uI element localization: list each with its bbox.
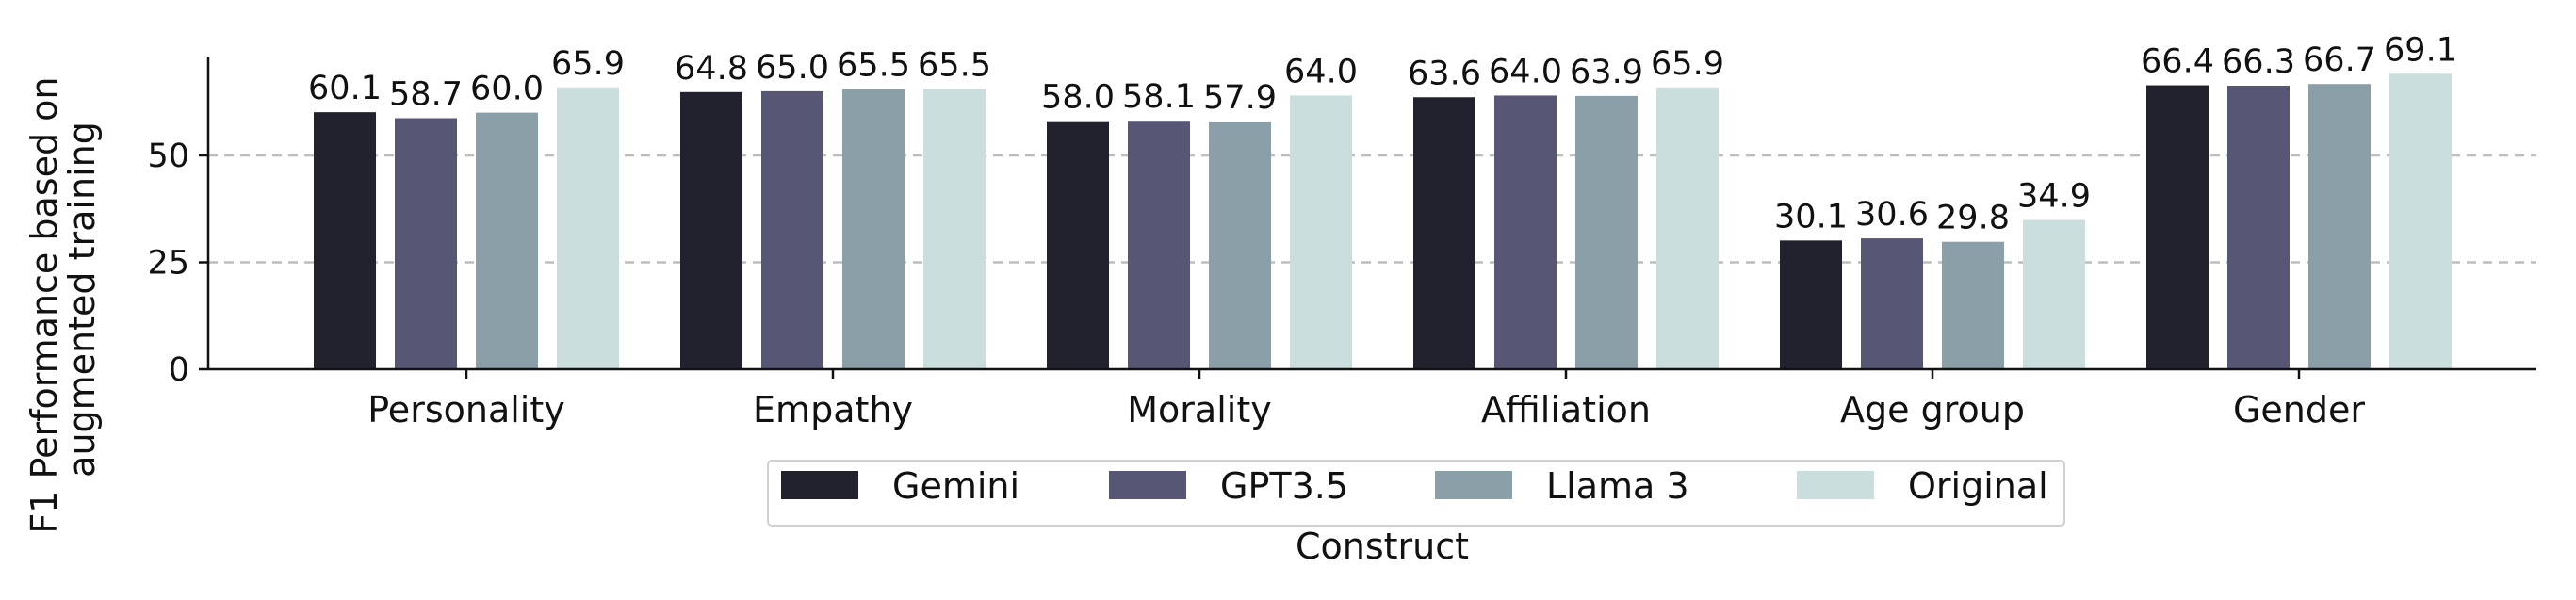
- bar-gpt3.5-personality: [395, 118, 457, 369]
- legend-label: GPT3.5: [1220, 465, 1348, 507]
- bars: [314, 73, 2452, 370]
- value-label: 34.9: [2017, 178, 2091, 216]
- value-label: 30.6: [1855, 196, 1929, 234]
- legend-swatch-llama-3: [1435, 471, 1512, 499]
- value-label: 65.9: [551, 45, 625, 83]
- bar-llama-3-affiliation: [1575, 95, 1638, 370]
- legend-label: Original: [1908, 465, 2048, 507]
- bar-gemini-personality: [314, 112, 376, 370]
- bar-gemini-age-group: [1780, 240, 1842, 369]
- bar-original-affiliation: [1656, 87, 1719, 370]
- x-axis-title: Construct: [1296, 526, 1469, 567]
- value-label: 66.4: [2141, 43, 2214, 81]
- bar-gpt3.5-age-group: [1861, 238, 1923, 369]
- bar-llama-3-morality: [1209, 122, 1271, 369]
- legend-swatch-original: [1797, 471, 1874, 499]
- x-tick-label: Personality: [367, 389, 564, 430]
- bar-llama-3-personality: [476, 112, 538, 369]
- bar-llama-3-empathy: [842, 89, 905, 369]
- value-label: 66.7: [2303, 41, 2376, 79]
- bar-gemini-empathy: [680, 91, 742, 370]
- bar-gemini-affiliation: [1413, 97, 1475, 370]
- y-axis-title-line-2: augmented training: [61, 122, 103, 478]
- value-label: 64.0: [1284, 53, 1358, 90]
- value-label: 64.0: [1489, 53, 1562, 90]
- legend-label: Gemini: [892, 465, 1019, 507]
- value-label: 58.1: [1122, 78, 1196, 116]
- bar-gemini-gender: [2146, 85, 2209, 369]
- x-tick-label: Age group: [1840, 389, 2025, 430]
- value-label: 64.8: [675, 50, 748, 88]
- y-tick-label: 50: [147, 138, 189, 175]
- legend: Gemini GPT3.5 Llama 3 Original: [767, 460, 2065, 527]
- value-label: 69.1: [2384, 31, 2457, 69]
- value-label: 60.0: [470, 71, 544, 108]
- value-label: 65.9: [1651, 45, 1724, 83]
- value-label: 30.1: [1774, 198, 1848, 235]
- bar-gpt3.5-empathy: [761, 90, 823, 370]
- bar-llama-3-gender: [2308, 84, 2371, 369]
- value-label: 66.3: [2222, 43, 2295, 81]
- y-tick-label: 0: [169, 351, 189, 389]
- value-label: 65.5: [918, 47, 991, 85]
- legend-swatch-gemini: [781, 471, 858, 499]
- legend-swatch-gpt3.5: [1109, 471, 1186, 499]
- bar-original-personality: [557, 87, 619, 370]
- value-label: 57.9: [1203, 79, 1277, 117]
- value-labels: 60.1 58.7 60.065.9 64.8 65.0 65.5 65.558.0 58.1…: [308, 31, 2457, 236]
- value-label: 58.0: [1041, 79, 1115, 117]
- bar-llama-3-age-group: [1942, 241, 2004, 369]
- bar-original-age-group: [2023, 219, 2085, 369]
- value-label: 63.6: [1408, 55, 1481, 92]
- x-tick-label: Empathy: [753, 389, 913, 430]
- value-label: 60.1: [308, 70, 382, 107]
- bar-original-morality: [1290, 95, 1352, 369]
- legend-label: Llama 3: [1546, 465, 1689, 507]
- x-tick-label: Morality: [1127, 389, 1271, 430]
- bar-gemini-morality: [1047, 121, 1109, 369]
- value-label: 65.5: [837, 47, 910, 85]
- bar-gpt3.5-gender: [2227, 85, 2290, 370]
- legend-frame: [767, 460, 2065, 527]
- bar-original-empathy: [923, 89, 986, 369]
- x-tick-label: Gender: [2233, 389, 2365, 430]
- x-tick-label: Affiliation: [1481, 389, 1651, 430]
- value-label: 29.8: [1936, 200, 2010, 237]
- bar-original-gender: [2389, 73, 2452, 369]
- value-label: 58.7: [389, 76, 463, 114]
- value-label: 65.0: [756, 49, 829, 87]
- y-tick-label: 25: [147, 245, 189, 283]
- bar-gpt3.5-morality: [1128, 121, 1190, 369]
- y-axis-title: F1 Performance based on augmented traini…: [24, 65, 103, 533]
- bar-gpt3.5-affiliation: [1494, 95, 1557, 369]
- y-axis-title-line-1: F1 Performance based on: [24, 76, 65, 533]
- value-label: 63.9: [1570, 54, 1643, 91]
- axes: Personality Empathy Morality Affiliation Age…: [147, 57, 2536, 430]
